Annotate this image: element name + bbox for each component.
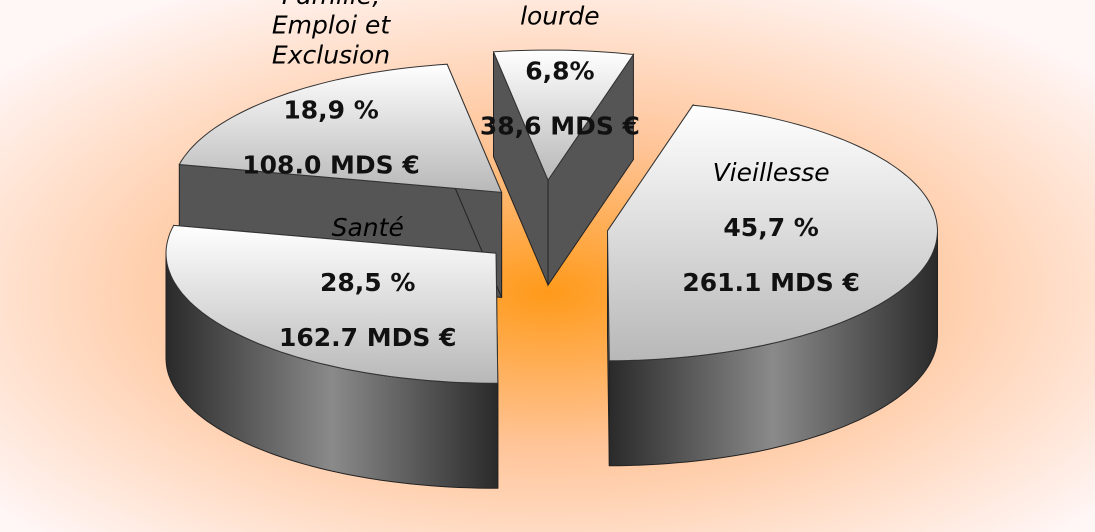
pie-slice: [606, 104, 939, 362]
value-label: 28,5 %: [320, 268, 415, 297]
pie-slice: [178, 63, 503, 193]
pie-slice: [165, 224, 499, 384]
slice-label: Prévoyancelourde: [487, 0, 633, 31]
amount-label: 108.0 MDS €: [242, 151, 420, 180]
pie-slice: [492, 49, 635, 182]
amount-label: 162.7 MDS €: [279, 323, 457, 352]
value-label: 18,9 %: [283, 96, 378, 125]
slice-label: Santé: [332, 213, 404, 242]
amount-label: 38,6 MDS €: [480, 112, 640, 141]
value-label: 45,7 %: [723, 213, 818, 242]
amount-label: 261.1 MDS €: [682, 268, 860, 297]
value-label: 6,8%: [525, 57, 594, 86]
slice-label: Vieillesse: [713, 158, 830, 187]
